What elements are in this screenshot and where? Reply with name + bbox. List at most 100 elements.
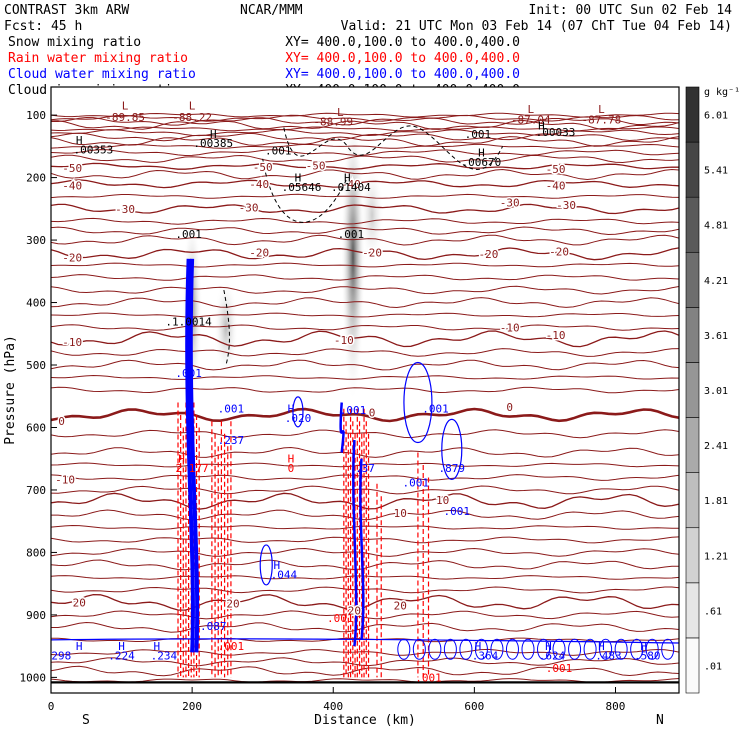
cloud-water-contour xyxy=(521,638,535,660)
isotherm-line xyxy=(51,536,679,544)
north-end-label: N xyxy=(656,713,664,728)
isotherm-line xyxy=(51,509,679,521)
isotherm-line xyxy=(51,168,679,181)
contour-extremum-label: .001 xyxy=(465,128,492,141)
cloud-water-contour xyxy=(443,638,457,660)
colorbar-label: 3.01 xyxy=(704,386,728,397)
contour-extremum-label: .001 xyxy=(327,612,354,625)
isotherm-label: -20 xyxy=(362,247,382,260)
cloud-ice-contour xyxy=(262,158,348,223)
isotherm-line xyxy=(51,226,679,236)
valid-time: Valid: 21 UTC Mon 03 Feb 14 (07 ChT Tue … xyxy=(341,19,732,34)
x-tick-label: 800 xyxy=(606,700,626,713)
contour-extremum-label: .001 xyxy=(218,403,245,416)
isotherm-line xyxy=(51,547,679,557)
colorbar-label: 1.81 xyxy=(704,496,728,507)
contour-extremum-label: .001 xyxy=(422,403,449,416)
cloud-water-contour xyxy=(51,638,679,644)
colorbar-unit: g kg⁻¹ xyxy=(704,87,740,98)
colorbar-bin xyxy=(685,307,700,363)
isotherm-label: 10 xyxy=(394,507,407,520)
colorbar-bin xyxy=(685,582,700,639)
isotherm-line xyxy=(51,665,679,677)
snow-mixing-column xyxy=(213,277,238,378)
model-title: CONTRAST 3km ARW xyxy=(4,3,129,18)
y-tick-label: 500 xyxy=(26,359,46,372)
contour-extremum-label: .37 xyxy=(355,462,375,475)
isotherm-line xyxy=(51,136,679,147)
field-xy: XY= 400.0,100.0 to 400.0,400.0 xyxy=(285,35,520,50)
contour-extremum-label: L xyxy=(528,103,535,116)
plot-area: -50 -40 -20 -10 0 -10 20 -30 -50 -40 -30 -20 -20 -10 0… xyxy=(51,100,679,684)
contour-extremum-label: H xyxy=(288,453,295,466)
field-xy: XY= 400.0,100.0 to 400.0,400.0 xyxy=(285,51,520,66)
isotherm-line-major xyxy=(51,247,679,261)
contour-extremum-label: 0 xyxy=(288,462,295,475)
isotherm-label: -10 xyxy=(62,336,82,349)
isotherm-line-major xyxy=(51,179,679,189)
colorbar-label: .01 xyxy=(704,661,722,672)
colorbar-label: 4.81 xyxy=(704,221,728,232)
contour-extremum-label: L xyxy=(598,103,605,116)
isotherm-line xyxy=(51,297,679,309)
isotherm-label: 20 xyxy=(226,598,239,611)
isotherm-line xyxy=(51,234,679,246)
cloud-water-contour xyxy=(259,544,273,586)
isotherm-line xyxy=(51,193,679,199)
contour-extremum-label: 2.177 xyxy=(176,462,209,475)
snow-mixing-column xyxy=(341,111,366,403)
contour-extremum-label: .00670 xyxy=(462,156,502,169)
isotherm-label: -20 xyxy=(249,247,269,260)
isotherm-label: -30 xyxy=(556,199,576,212)
isotherm-label: 20 xyxy=(348,605,361,618)
header: CONTRAST 3km ARW NCAR/MMM Init: 00 UTC S… xyxy=(4,3,732,98)
cloud-water-contour xyxy=(188,258,200,653)
cloud-ice-contour xyxy=(223,289,230,366)
colorbar-bin xyxy=(685,527,700,584)
x-axis-label: Distance (km) xyxy=(314,713,416,728)
contour-extremum-label: .879 xyxy=(439,462,466,475)
contour-extremum-label: H xyxy=(210,128,217,141)
isotherm-label: -10 xyxy=(546,329,566,342)
cloud-water-contour xyxy=(441,418,463,480)
contour-extremum-label: L xyxy=(337,106,344,119)
isotherm-label: 0 xyxy=(58,415,65,428)
y-axis-label: Pressure (hPa) xyxy=(3,335,18,445)
x-tick-label: 600 xyxy=(464,700,484,713)
contour-extremum-label: H xyxy=(598,640,605,653)
cloud-water-contour xyxy=(490,638,504,660)
contour-extremum-label: .624 xyxy=(539,650,566,663)
colorbar-bin xyxy=(685,362,700,418)
contour-extremum-label: L xyxy=(122,100,129,113)
isotherm-label: 0 xyxy=(506,401,513,414)
contour-extremum-label: .237 xyxy=(218,434,245,447)
isotherm-line-major xyxy=(51,593,679,611)
isotherm-label: -10 xyxy=(334,334,354,347)
contour-extremum-label: .001 xyxy=(175,367,202,380)
x-tick-label: 400 xyxy=(323,700,343,713)
isotherm-label: 20 xyxy=(73,596,86,609)
forecast-hour: Fcst: 45 h xyxy=(4,19,82,34)
contour-extremum-label: H xyxy=(288,403,295,416)
contour-extremum-label: .01404 xyxy=(331,181,371,194)
contour-extremum-label: H xyxy=(640,640,647,653)
field-label: Snow mixing ratio xyxy=(8,35,141,50)
contour-extremum-label: .234 xyxy=(151,650,178,663)
contour-extremum-label: H xyxy=(344,172,351,185)
contour-extremum-label: .044 xyxy=(271,568,298,581)
isotherm-line xyxy=(51,359,679,371)
field-xy: XY= 400.0,100.0 to 400.0,400.0 xyxy=(285,67,520,82)
colorbar-bin xyxy=(685,637,700,694)
colorbar-label: .61 xyxy=(704,606,722,617)
contour-extremum-label: .00385 xyxy=(193,137,233,150)
isotherm-line xyxy=(51,462,679,468)
contour-extremum-label: H xyxy=(273,559,280,572)
isotherm-line xyxy=(51,648,679,656)
contour-extremum-label: .087 xyxy=(200,620,227,633)
isotherm-label: -20 xyxy=(549,245,569,258)
isotherm-label: -10 xyxy=(500,322,520,335)
isotherm-line xyxy=(51,524,679,530)
y-tick-label: 700 xyxy=(26,484,46,497)
field-label: Cloud water mixing ratio xyxy=(8,67,196,82)
y-tick-label: 800 xyxy=(26,546,46,559)
